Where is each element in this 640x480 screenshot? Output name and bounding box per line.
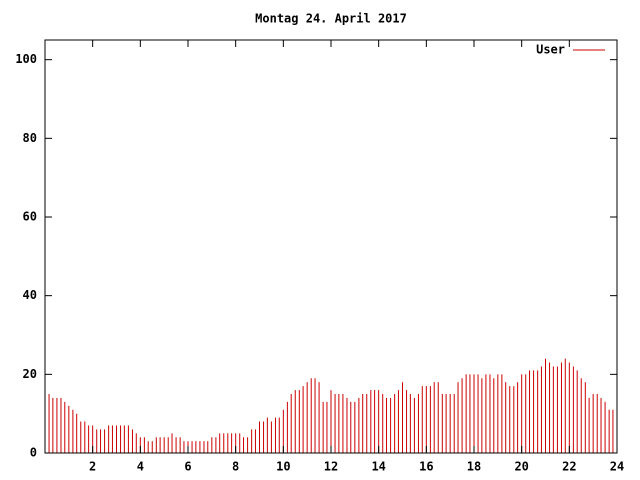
x-tick-label: 6 — [184, 460, 191, 474]
x-tick-label: 2 — [89, 460, 96, 474]
y-tick-label: 60 — [23, 210, 37, 224]
x-tick-label: 24 — [610, 460, 624, 474]
y-tick-label: 100 — [15, 52, 37, 66]
legend-label: User — [536, 43, 565, 57]
x-tick-label: 10 — [276, 460, 290, 474]
x-tick-label: 18 — [467, 460, 481, 474]
x-tick-label: 14 — [371, 460, 385, 474]
chart-title: Montag 24. April 2017 — [255, 12, 407, 26]
x-tick-label: 22 — [562, 460, 576, 474]
y-tick-label: 80 — [23, 131, 37, 145]
y-tick-label: 0 — [30, 446, 37, 460]
x-tick-label: 12 — [324, 460, 338, 474]
x-tick-label: 4 — [137, 460, 144, 474]
x-tick-label: 16 — [419, 460, 433, 474]
y-tick-label: 20 — [23, 367, 37, 381]
x-tick-label: 20 — [514, 460, 528, 474]
x-tick-label: 8 — [232, 460, 239, 474]
y-tick-label: 40 — [23, 288, 37, 302]
